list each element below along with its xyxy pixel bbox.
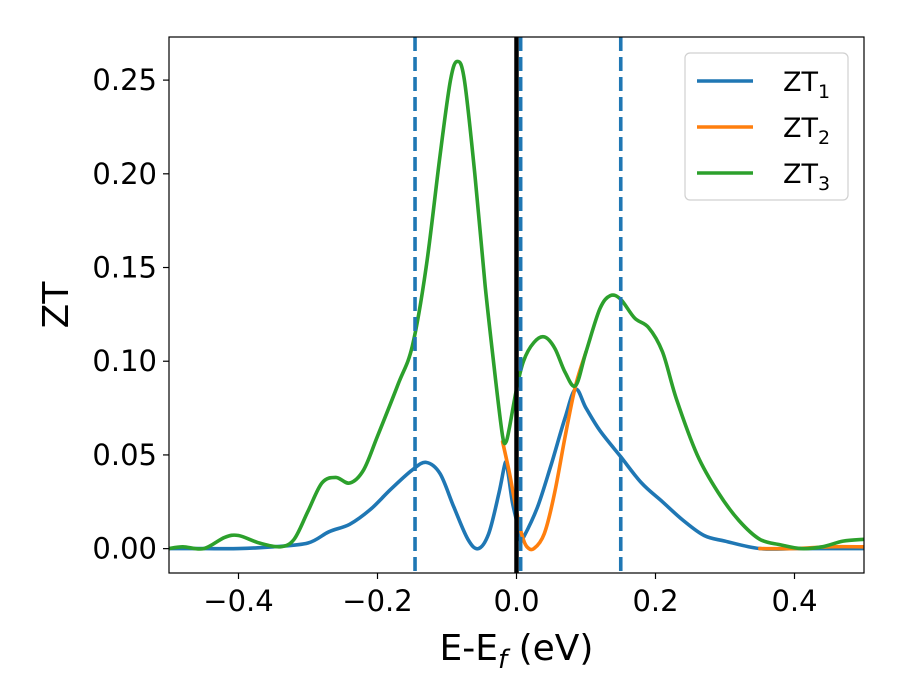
- y-tick-label: 0.25: [92, 63, 157, 97]
- x-tick-label: −0.2: [342, 584, 412, 618]
- legend-label-zt1: ZT1: [783, 67, 830, 103]
- y-axis-label: ZT: [36, 281, 77, 329]
- x-tick-label: 0.4: [771, 584, 817, 618]
- x-tick-label: 0.0: [493, 584, 539, 618]
- x-axis-label: E-Ef (eV): [440, 628, 594, 675]
- plot-area: [169, 37, 864, 573]
- legend-label-zt2: ZT2: [783, 113, 830, 149]
- x-axis-ticks: −0.4 −0.2 0.0 0.2 0.4: [203, 573, 818, 618]
- series-line-zt3: [169, 59, 864, 551]
- x-tick-label: −0.4: [203, 584, 273, 618]
- series-line-zt1: [169, 387, 864, 551]
- y-tick-label: 0.15: [92, 251, 157, 285]
- legend-label-zt3: ZT3: [783, 159, 830, 195]
- y-tick-label: 0.05: [92, 438, 157, 472]
- legend: ZT1 ZT2 ZT3: [684, 52, 849, 201]
- reference-lines: [413, 37, 623, 573]
- y-tick-label: 0.20: [92, 157, 157, 191]
- y-tick-label: 0.00: [92, 532, 157, 566]
- legend-box: [684, 52, 849, 201]
- y-tick-label: 0.10: [92, 344, 157, 378]
- y-axis-ticks: 0.00 0.05 0.10 0.15 0.20 0.25: [92, 63, 169, 566]
- x-tick-label: 0.2: [632, 584, 678, 618]
